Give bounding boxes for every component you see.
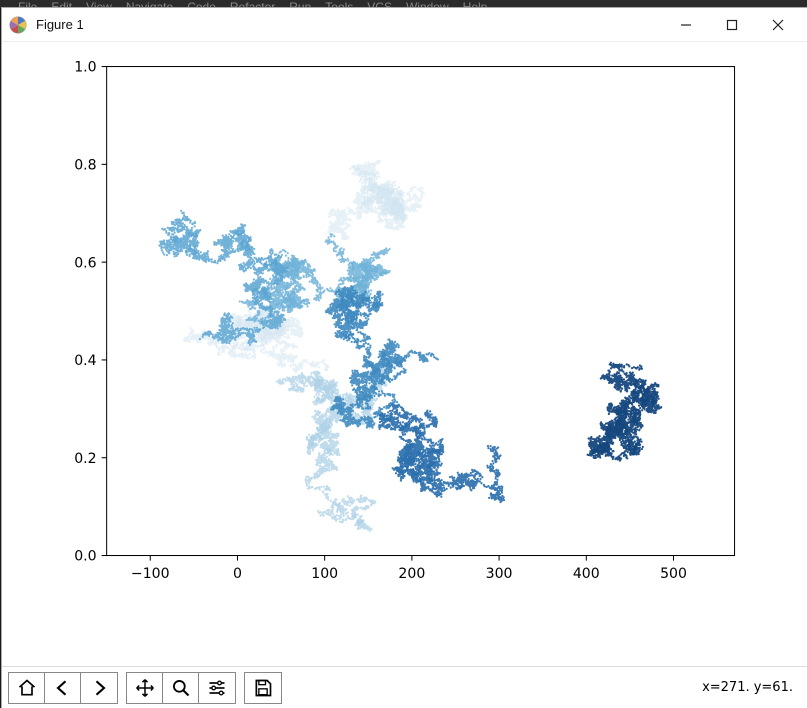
plot-area[interactable]: −100 0 100 200 300 400 500 0.0 0.2 0.4 0.6 0.8 1.0	[2, 42, 807, 666]
svg-text:0.8: 0.8	[74, 157, 96, 173]
svg-text:0.4: 0.4	[74, 353, 96, 369]
svg-text:0.0: 0.0	[74, 549, 96, 565]
svg-text:300: 300	[486, 566, 513, 582]
zoom-button[interactable]	[163, 673, 199, 703]
ide-menu-item[interactable]: Refactor	[230, 0, 275, 8]
ide-menu-item[interactable]: Navigate	[126, 0, 173, 8]
svg-text:1.0: 1.0	[74, 60, 96, 76]
titlebar: Figure 1	[2, 8, 807, 42]
maximize-button[interactable]	[709, 8, 755, 42]
svg-text:0.2: 0.2	[74, 451, 96, 467]
window-title: Figure 1	[36, 17, 84, 32]
ide-menu-item[interactable]: File	[18, 0, 37, 8]
ide-menu-item[interactable]: Edit	[51, 0, 72, 8]
minimize-button[interactable]	[663, 8, 709, 42]
ide-menu-item[interactable]: Run	[289, 0, 311, 8]
svg-text:0.6: 0.6	[74, 255, 96, 271]
scatter-plot: −100 0 100 200 300 400 500 0.0 0.2 0.4 0.6 0.8 1.0	[2, 42, 807, 666]
matplotlib-toolbar: x=271. y=61.	[2, 666, 807, 708]
svg-text:−100: −100	[131, 566, 170, 582]
forward-button[interactable]	[81, 673, 117, 703]
ide-menu-item[interactable]: View	[86, 0, 112, 8]
home-button[interactable]	[9, 673, 45, 703]
ide-menu-item[interactable]: Code	[187, 0, 216, 8]
svg-text:500: 500	[660, 566, 687, 582]
ide-menu-item[interactable]: VCS	[367, 0, 392, 8]
svg-text:200: 200	[398, 566, 425, 582]
svg-text:400: 400	[573, 566, 600, 582]
ide-menu-item[interactable]: Help	[463, 0, 488, 8]
svg-text:0: 0	[233, 566, 242, 582]
save-button[interactable]	[245, 673, 281, 703]
configure-subplots-button[interactable]	[199, 673, 235, 703]
figure-window: Figure 1 −100 0 100 200 300 400 500 0.0 0.2 0.4 0.…	[2, 8, 807, 708]
svg-text:100: 100	[311, 566, 338, 582]
matplotlib-icon	[8, 15, 28, 35]
pan-button[interactable]	[127, 673, 163, 703]
close-button[interactable]	[755, 8, 801, 42]
coordinate-readout: x=271. y=61.	[702, 680, 793, 695]
ide-menu-item[interactable]: Window	[406, 0, 449, 8]
ide-menu-item[interactable]: Tools	[325, 0, 353, 8]
back-button[interactable]	[45, 673, 81, 703]
